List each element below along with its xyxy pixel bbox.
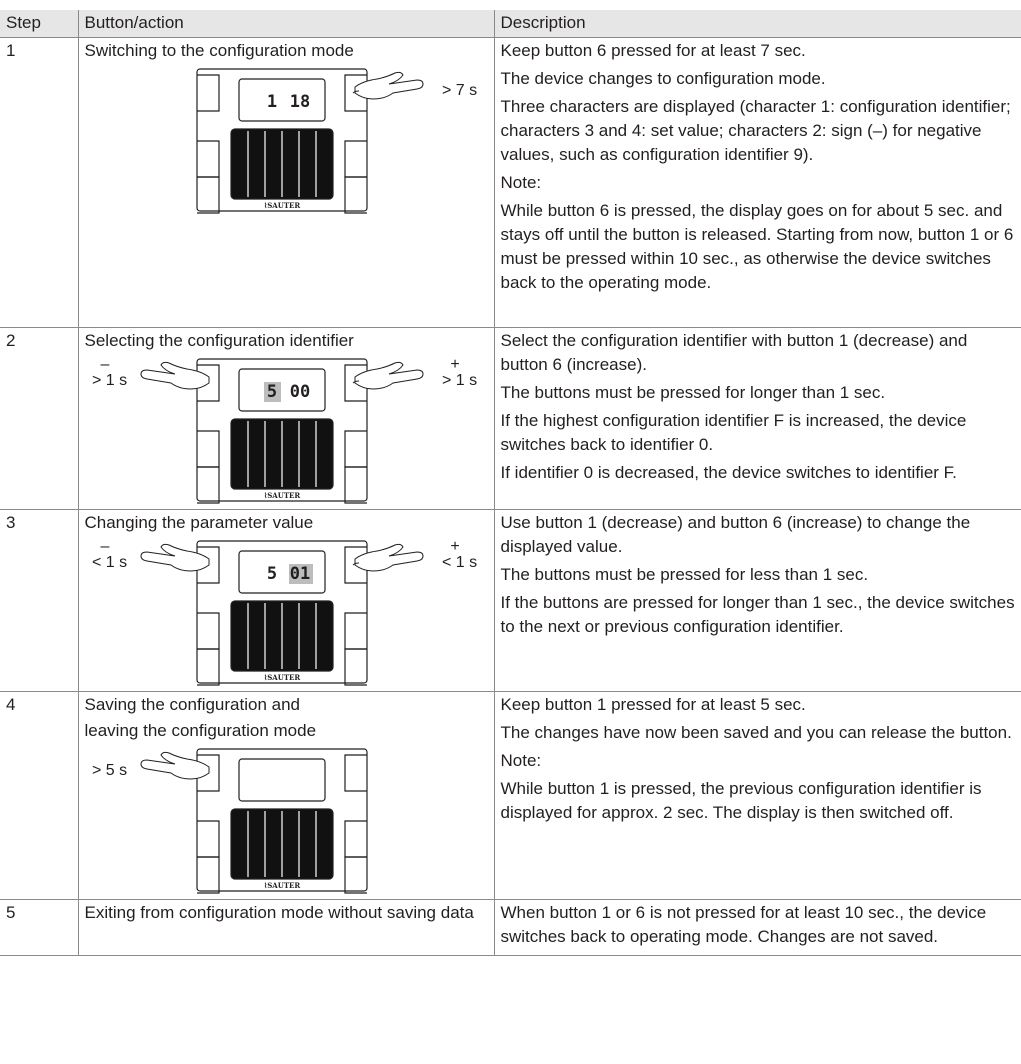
sauter-logo: ⌇SAUTER — [263, 881, 300, 890]
lcd-identifier: 5 — [266, 382, 276, 402]
lcd-value: 00 — [289, 382, 309, 402]
device-figure: 5 00⌇SAUTER> 1 s+> 1 s– — [92, 356, 477, 504]
header-description: Description — [493, 10, 1021, 38]
device-illustration: 5 01 ⌇SAUTER < 1 s + < 1 s – — [85, 537, 490, 689]
description-line: While button 1 is pressed, the previous … — [500, 779, 982, 822]
table-row: 4 Saving the configuration and leaving the… — [0, 691, 1021, 900]
description-line: If identifier 0 is decreased, the device… — [500, 463, 957, 482]
hand-pointer-icon — [352, 71, 424, 100]
description-line: If the highest configuration identifier … — [500, 411, 967, 454]
action-title: leaving the configuration mode — [84, 721, 317, 740]
lcd-highlight — [263, 382, 281, 402]
description-line: Keep button 1 pressed for at least 5 sec… — [500, 695, 806, 714]
button-action-cell: Saving the configuration and leaving the … — [77, 691, 495, 900]
sauter-logo: ⌇SAUTER — [263, 673, 300, 682]
device-figure: 1 18 ⌇SAUTER > 7 s — [195, 68, 477, 214]
lcd-identifier: 1 — [266, 92, 276, 112]
header-step: Step — [0, 10, 79, 38]
lcd-value: 18 — [289, 92, 309, 112]
right-press-duration: > 7 s — [442, 82, 477, 99]
left-sign: – — [100, 356, 109, 373]
action-title: Saving the configuration and — [84, 695, 301, 714]
description-line: Use button 1 (decrease) and button 6 (in… — [500, 513, 971, 556]
hand-pointer-icon — [139, 751, 209, 780]
button-action-cell: Exiting from configuration mode without … — [77, 899, 495, 956]
table-row: 3 Changing the parameter value 5 01 ⌇SAUTER <… — [0, 509, 1021, 692]
lcd-highlight — [288, 564, 313, 584]
table-header-row: Step Button/action Description — [0, 10, 1021, 38]
device-illustration: 5 00 ⌇SAUTER > 1 s + > 1 s – — [85, 355, 490, 507]
action-title: Exiting from configuration mode without … — [84, 903, 474, 922]
hand-pointer-icon — [352, 361, 424, 390]
description-cell: When button 1 or 6 is not pressed for at… — [493, 899, 1021, 956]
description-line: Three characters are displayed (characte… — [500, 97, 1011, 164]
table-body: 1 Switching to the configuration mode 1 18 ⌇… — [0, 37, 1021, 956]
description-line: Keep button 6 pressed for at least 7 sec… — [500, 41, 806, 60]
left-press-duration: > 5 s — [92, 762, 127, 779]
left-press-duration: > 1 s — [92, 372, 127, 389]
right-sign: + — [450, 356, 459, 373]
description-cell: Keep button 1 pressed for at least 5 sec… — [493, 691, 1021, 900]
button-action-cell: Switching to the configuration mode 1 18 ⌇S… — [77, 37, 495, 328]
button-action-cell: Selecting the configuration identifier 5 0… — [77, 327, 495, 510]
step-number: 3 — [0, 509, 79, 692]
description-line: Note: — [500, 751, 542, 770]
description-line: If the buttons are pressed for longer th… — [500, 593, 1015, 636]
config-page: Step Button/action Description 1 Switchin… — [0, 10, 1021, 956]
button-action-cell: Changing the parameter value 5 01 ⌇SAUTER < … — [77, 509, 495, 692]
description-line: When button 1 or 6 is not pressed for at… — [500, 903, 987, 946]
description-line: The changes have now been saved and you … — [500, 723, 1012, 742]
lcd-value: 01 — [289, 564, 309, 584]
step-number: 4 — [0, 691, 79, 900]
right-press-duration: < 1 s — [442, 554, 477, 571]
hand-pointer-icon — [352, 543, 424, 572]
step-number: 2 — [0, 327, 79, 510]
right-sign: + — [450, 538, 459, 555]
device-figure: ⌇SAUTER > 5 s — [92, 748, 368, 894]
table-row: 2 Selecting the configuration identifier 5… — [0, 327, 1021, 510]
sauter-logo: ⌇SAUTER — [263, 491, 300, 500]
sauter-logo: ⌇SAUTER — [263, 201, 300, 210]
description-cell: Keep button 6 pressed for at least 7 sec… — [493, 37, 1021, 328]
hand-pointer-icon — [139, 361, 209, 390]
action-title: Switching to the configuration mode — [84, 41, 354, 60]
description-line: The buttons must be pressed for longer t… — [500, 383, 886, 402]
description-line: The buttons must be pressed for less tha… — [500, 565, 869, 584]
device-illustration: 1 18 ⌇SAUTER > 7 s — [85, 65, 490, 217]
action-title: Selecting the configuration identifier — [84, 331, 354, 350]
device-figure: 5 01⌇SAUTER< 1 s+< 1 s– — [92, 538, 477, 686]
header-button-action: Button/action — [77, 10, 495, 38]
lcd-identifier: 5 — [266, 564, 276, 584]
description-line: While button 6 is pressed, the display g… — [500, 201, 1014, 292]
hand-pointer-icon — [139, 543, 209, 572]
step-number: 5 — [0, 899, 79, 956]
table-row: 1 Switching to the configuration mode 1 18 ⌇… — [0, 37, 1021, 328]
description-cell: Select the configuration identifier with… — [493, 327, 1021, 510]
right-press-duration: > 1 s — [442, 372, 477, 389]
description-cell: Use button 1 (decrease) and button 6 (in… — [493, 509, 1021, 692]
table-row: 5 Exiting from configuration mode without… — [0, 899, 1021, 956]
device-illustration: ⌇SAUTER > 5 s — [85, 745, 490, 897]
left-press-duration: < 1 s — [92, 554, 127, 571]
left-sign: – — [100, 538, 109, 555]
configuration-steps-table: Step Button/action Description 1 Switchin… — [0, 10, 1021, 956]
description-line: The device changes to configuration mode… — [500, 69, 826, 88]
action-title: Changing the parameter value — [84, 513, 314, 532]
description-line: Note: — [500, 173, 542, 192]
step-number: 1 — [0, 37, 79, 328]
description-line: Select the configuration identifier with… — [500, 331, 968, 374]
